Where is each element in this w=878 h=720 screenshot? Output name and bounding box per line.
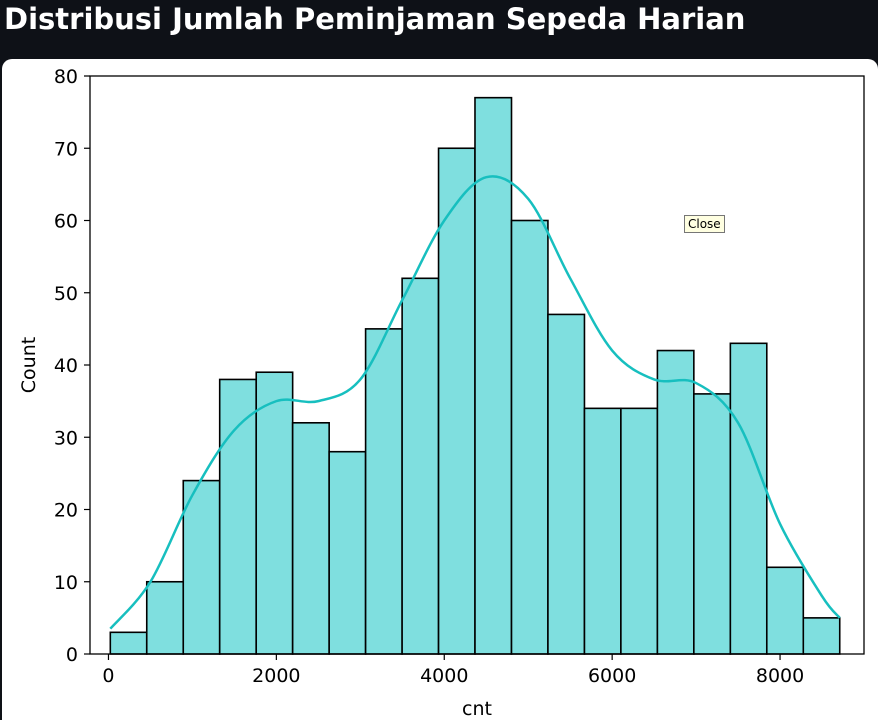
y-axis: 0 10 20 30 40 50 60 70 80 [54,66,90,666]
x-tick-label: 6000 [588,665,636,687]
histogram-bar [145,580,185,655]
x-axis: 0 2000 4000 6000 8000 [102,654,804,687]
y-tick-label: 0 [66,644,78,666]
histogram-bar [693,393,732,655]
histogram-bar [474,96,513,655]
histogram-bar [182,479,221,655]
x-tick-label: 2000 [252,665,300,687]
x-tick-label: 8000 [756,665,804,687]
histogram-bar [547,313,586,655]
histogram-bar [255,371,294,655]
y-axis-label: Count [18,337,40,393]
histogram-bar [510,219,549,655]
y-tick-label: 70 [54,138,78,160]
histogram-bar [656,349,695,655]
histogram-bar [364,328,403,655]
chart-card: 0 2000 4000 6000 8000 0 10 20 30 40 50 60 70 80 cnt … [2,59,878,720]
histogram-bar [583,407,622,655]
histogram-bar [291,421,330,655]
page-title: Distribusi Jumlah Peminjaman Sepeda Hari… [4,2,746,36]
x-tick-label: 4000 [420,665,468,687]
kde-curve [109,175,841,630]
y-tick-label: 10 [54,572,78,594]
y-tick-label: 30 [54,427,78,449]
histogram-bar [328,450,367,655]
histogram-bar [620,407,659,655]
close-tooltip: Close [684,215,725,233]
y-tick-label: 50 [54,283,78,305]
y-tick-label: 60 [54,211,78,233]
y-tick-label: 20 [54,500,78,522]
histogram-bar [401,277,440,655]
histogram-bar [437,147,476,655]
x-tick-label: 0 [102,665,114,687]
histogram-bar [729,342,768,655]
histogram-bar [802,617,841,655]
x-axis-label: cnt [462,698,492,720]
histogram-bar [765,566,805,655]
histogram-bar [218,378,258,655]
histogram-bar [109,631,148,655]
y-tick-label: 40 [54,355,78,377]
y-tick-label: 80 [54,66,78,88]
bars-layer [109,96,841,655]
